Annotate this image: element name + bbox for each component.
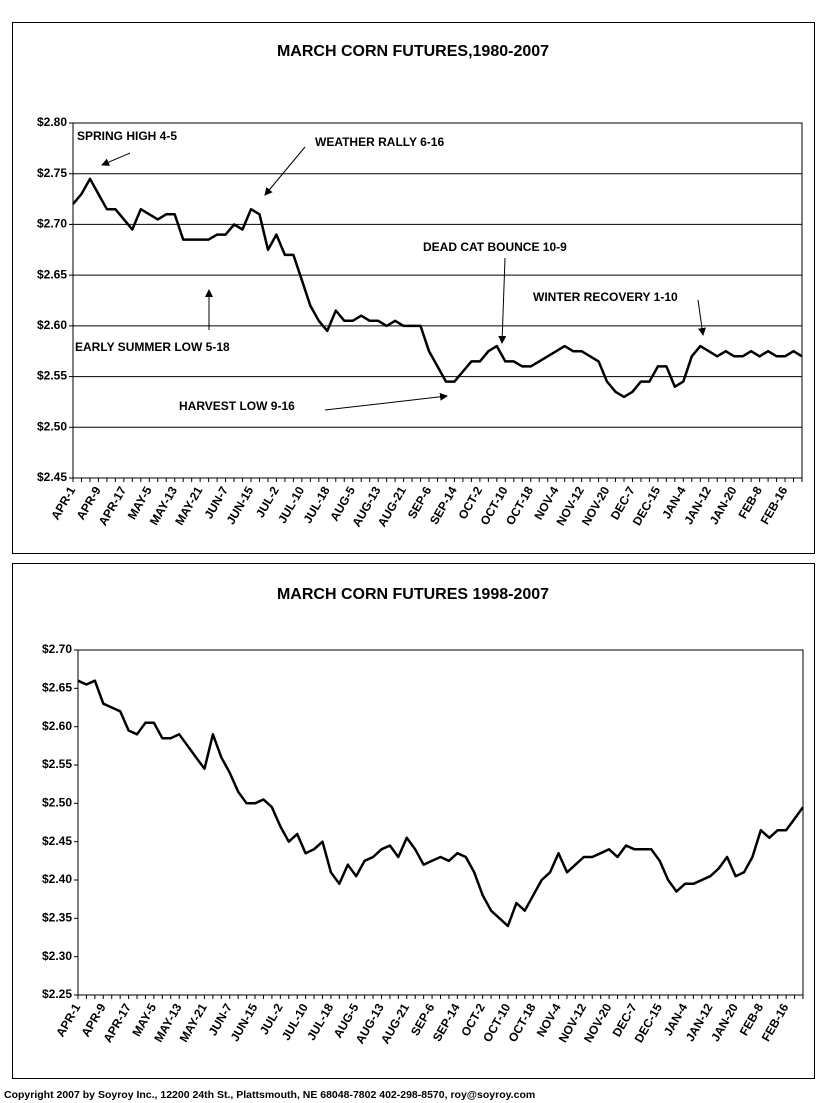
annotation-arrow [264,146,306,196]
annotation: HARVEST LOW 9-16 [179,399,295,413]
y-tick-label: $2.70 [42,642,72,656]
footer: Copyright 2007 by Soyroy Inc., 12200 24t… [4,1089,535,1101]
price-line [77,679,805,928]
annotation-arrow [697,299,706,336]
y-tick-label: $2.30 [42,949,72,963]
chart-title: MARCH CORN FUTURES 1998-2007 [277,586,549,603]
y-tick-label: $2.75 [37,166,67,180]
y-tick-label: $2.55 [42,757,72,771]
y-tick-label: $2.60 [42,719,72,733]
y-tick-label: $2.65 [37,267,67,281]
y-tick-label: $2.80 [37,115,67,129]
annotation: EARLY SUMMER LOW 5-18 [75,340,230,354]
y-tick-label: $2.50 [42,796,72,810]
chart-frame [12,563,815,1079]
chart-title: MARCH CORN FUTURES,1980-2007 [277,43,549,60]
y-tick-label: $2.45 [37,470,67,484]
y-tick-label: $2.25 [42,987,72,1001]
y-tick-label: $2.55 [37,369,67,383]
y-tick-label: $2.40 [42,872,72,886]
price-line [72,177,803,399]
annotation: WINTER RECOVERY 1-10 [533,290,678,304]
annotation: DEAD CAT BOUNCE 10-9 [423,240,567,254]
annotation-arrow [101,152,131,166]
annotation-arrow [324,392,448,411]
y-tick-label: $2.45 [42,834,72,848]
annotation: WEATHER RALLY 6-16 [315,135,444,149]
y-tick-label: $2.60 [37,318,67,332]
annotation-arrow [498,257,507,344]
y-tick-label: $2.65 [42,681,72,695]
y-tick-label: $2.35 [42,911,72,925]
annotation: SPRING HIGH 4-5 [77,129,177,143]
y-tick-label: $2.70 [37,217,67,231]
y-tick-label: $2.50 [37,419,67,433]
chart-frame [12,22,815,554]
